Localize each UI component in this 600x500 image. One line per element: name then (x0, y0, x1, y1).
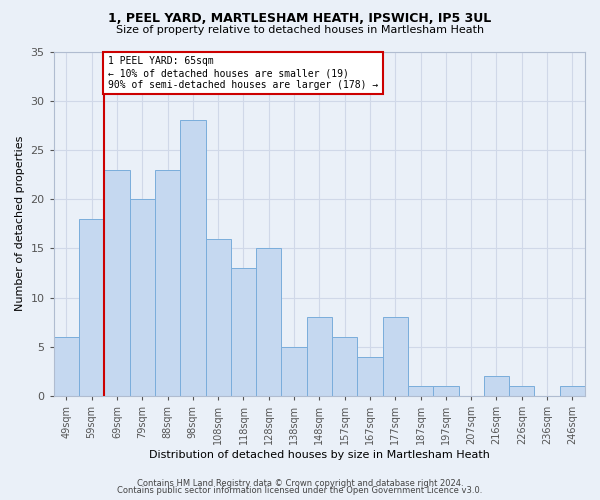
Bar (54, 337, 79, 396)
Text: 1 PEEL YARD: 65sqm
← 10% of detached houses are smaller (19)
90% of semi-detache: 1 PEEL YARD: 65sqm ← 10% of detached hou… (108, 56, 379, 90)
Bar (560, 386, 585, 396)
Bar (180, 120, 206, 396)
Bar (433, 386, 458, 396)
Bar (509, 386, 535, 396)
Bar (104, 170, 130, 396)
Bar (231, 268, 256, 396)
Text: Contains public sector information licensed under the Open Government Licence v3: Contains public sector information licen… (118, 486, 482, 495)
Bar (307, 318, 332, 396)
Text: 1, PEEL YARD, MARTLESHAM HEATH, IPSWICH, IP5 3UL: 1, PEEL YARD, MARTLESHAM HEATH, IPSWICH,… (109, 12, 491, 26)
Bar (332, 337, 358, 396)
Text: Contains HM Land Registry data © Crown copyright and database right 2024.: Contains HM Land Registry data © Crown c… (137, 478, 463, 488)
Bar (256, 248, 281, 396)
Y-axis label: Number of detached properties: Number of detached properties (15, 136, 25, 312)
Bar (79, 219, 104, 396)
Bar (358, 356, 383, 396)
Bar (155, 170, 180, 396)
Bar (130, 199, 155, 396)
X-axis label: Distribution of detached houses by size in Martlesham Heath: Distribution of detached houses by size … (149, 450, 490, 460)
Bar (206, 238, 231, 396)
Bar (383, 318, 408, 396)
Bar (408, 386, 433, 396)
Text: Size of property relative to detached houses in Martlesham Heath: Size of property relative to detached ho… (116, 25, 484, 35)
Bar (484, 376, 509, 396)
Bar (281, 347, 307, 396)
